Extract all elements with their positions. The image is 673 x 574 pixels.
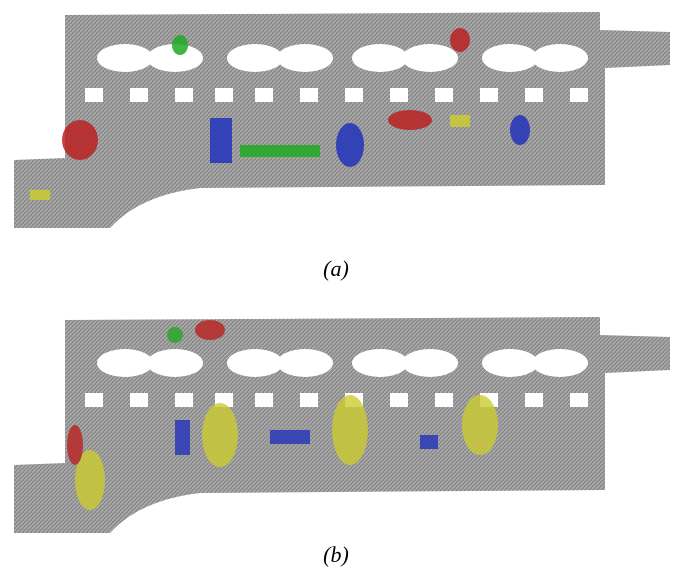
- panel-a-label: (a): [323, 256, 349, 281]
- panel-b-label: (b): [323, 542, 349, 567]
- panel-b-image: [14, 317, 670, 533]
- panel-a-image: [14, 12, 670, 228]
